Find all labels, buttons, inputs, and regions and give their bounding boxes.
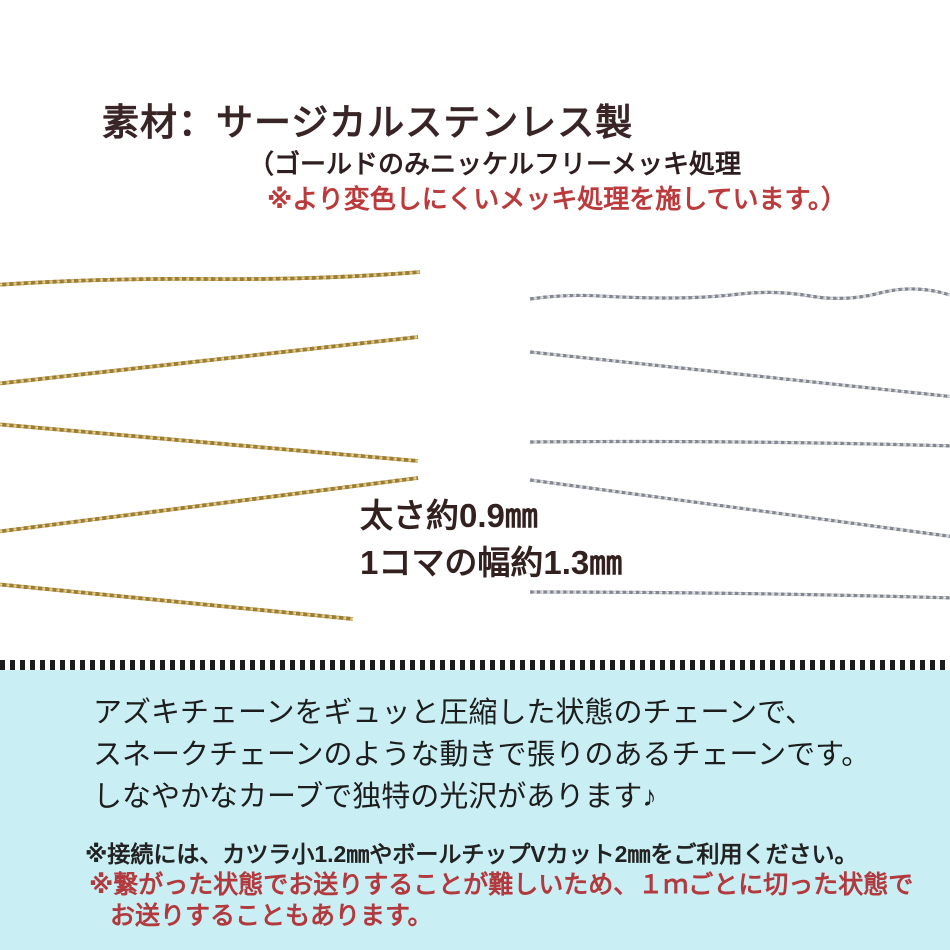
description-line: スネークチェーンのような動きで張りのあるチェーンです。 (93, 739, 871, 771)
gold-chain-photo (0, 270, 422, 621)
description-line: アズキチェーンをギュッと圧縮した状態のチェーンで、 (93, 697, 814, 729)
dotted-divider (0, 660, 950, 670)
spec-text-block: 太さ約0.9㎜ 1コマの幅約1.3㎜ (360, 492, 622, 586)
note-shipping-line1: ※繋がった状態でお送りすることが難しいため、１ｍごとに切った状態で (89, 871, 914, 899)
note-shipping-line2: お送りすることもあります。 (110, 902, 433, 930)
spec-link-width: 1コマの幅約1.3㎜ (360, 544, 623, 581)
note-connection: ※接続には、カツラ小1.2㎜やボールチップVカット2㎜をご利用ください。 (85, 841, 858, 867)
description-panel: アズキチェーンをギュッと圧縮した状態のチェーンで、 スネークチェーンのような動き… (0, 670, 950, 950)
material-subtitle-line1: （ゴールドのみニッケルフリーメッキ処理 (248, 149, 741, 179)
spec-thickness: 太さ約0.9㎜ (360, 497, 538, 534)
material-title: 素材：サージカルステンレス製 (102, 102, 634, 143)
material-subtitle-line2: ※より変色しにくいメッキ処理を施しています。） (267, 184, 847, 214)
description-paragraph: アズキチェーンをギュッと圧縮した状態のチェーンで、 スネークチェーンのような動き… (93, 692, 870, 818)
description-line: しなやかなカーブで独特の光沢があります♪ (93, 781, 657, 813)
